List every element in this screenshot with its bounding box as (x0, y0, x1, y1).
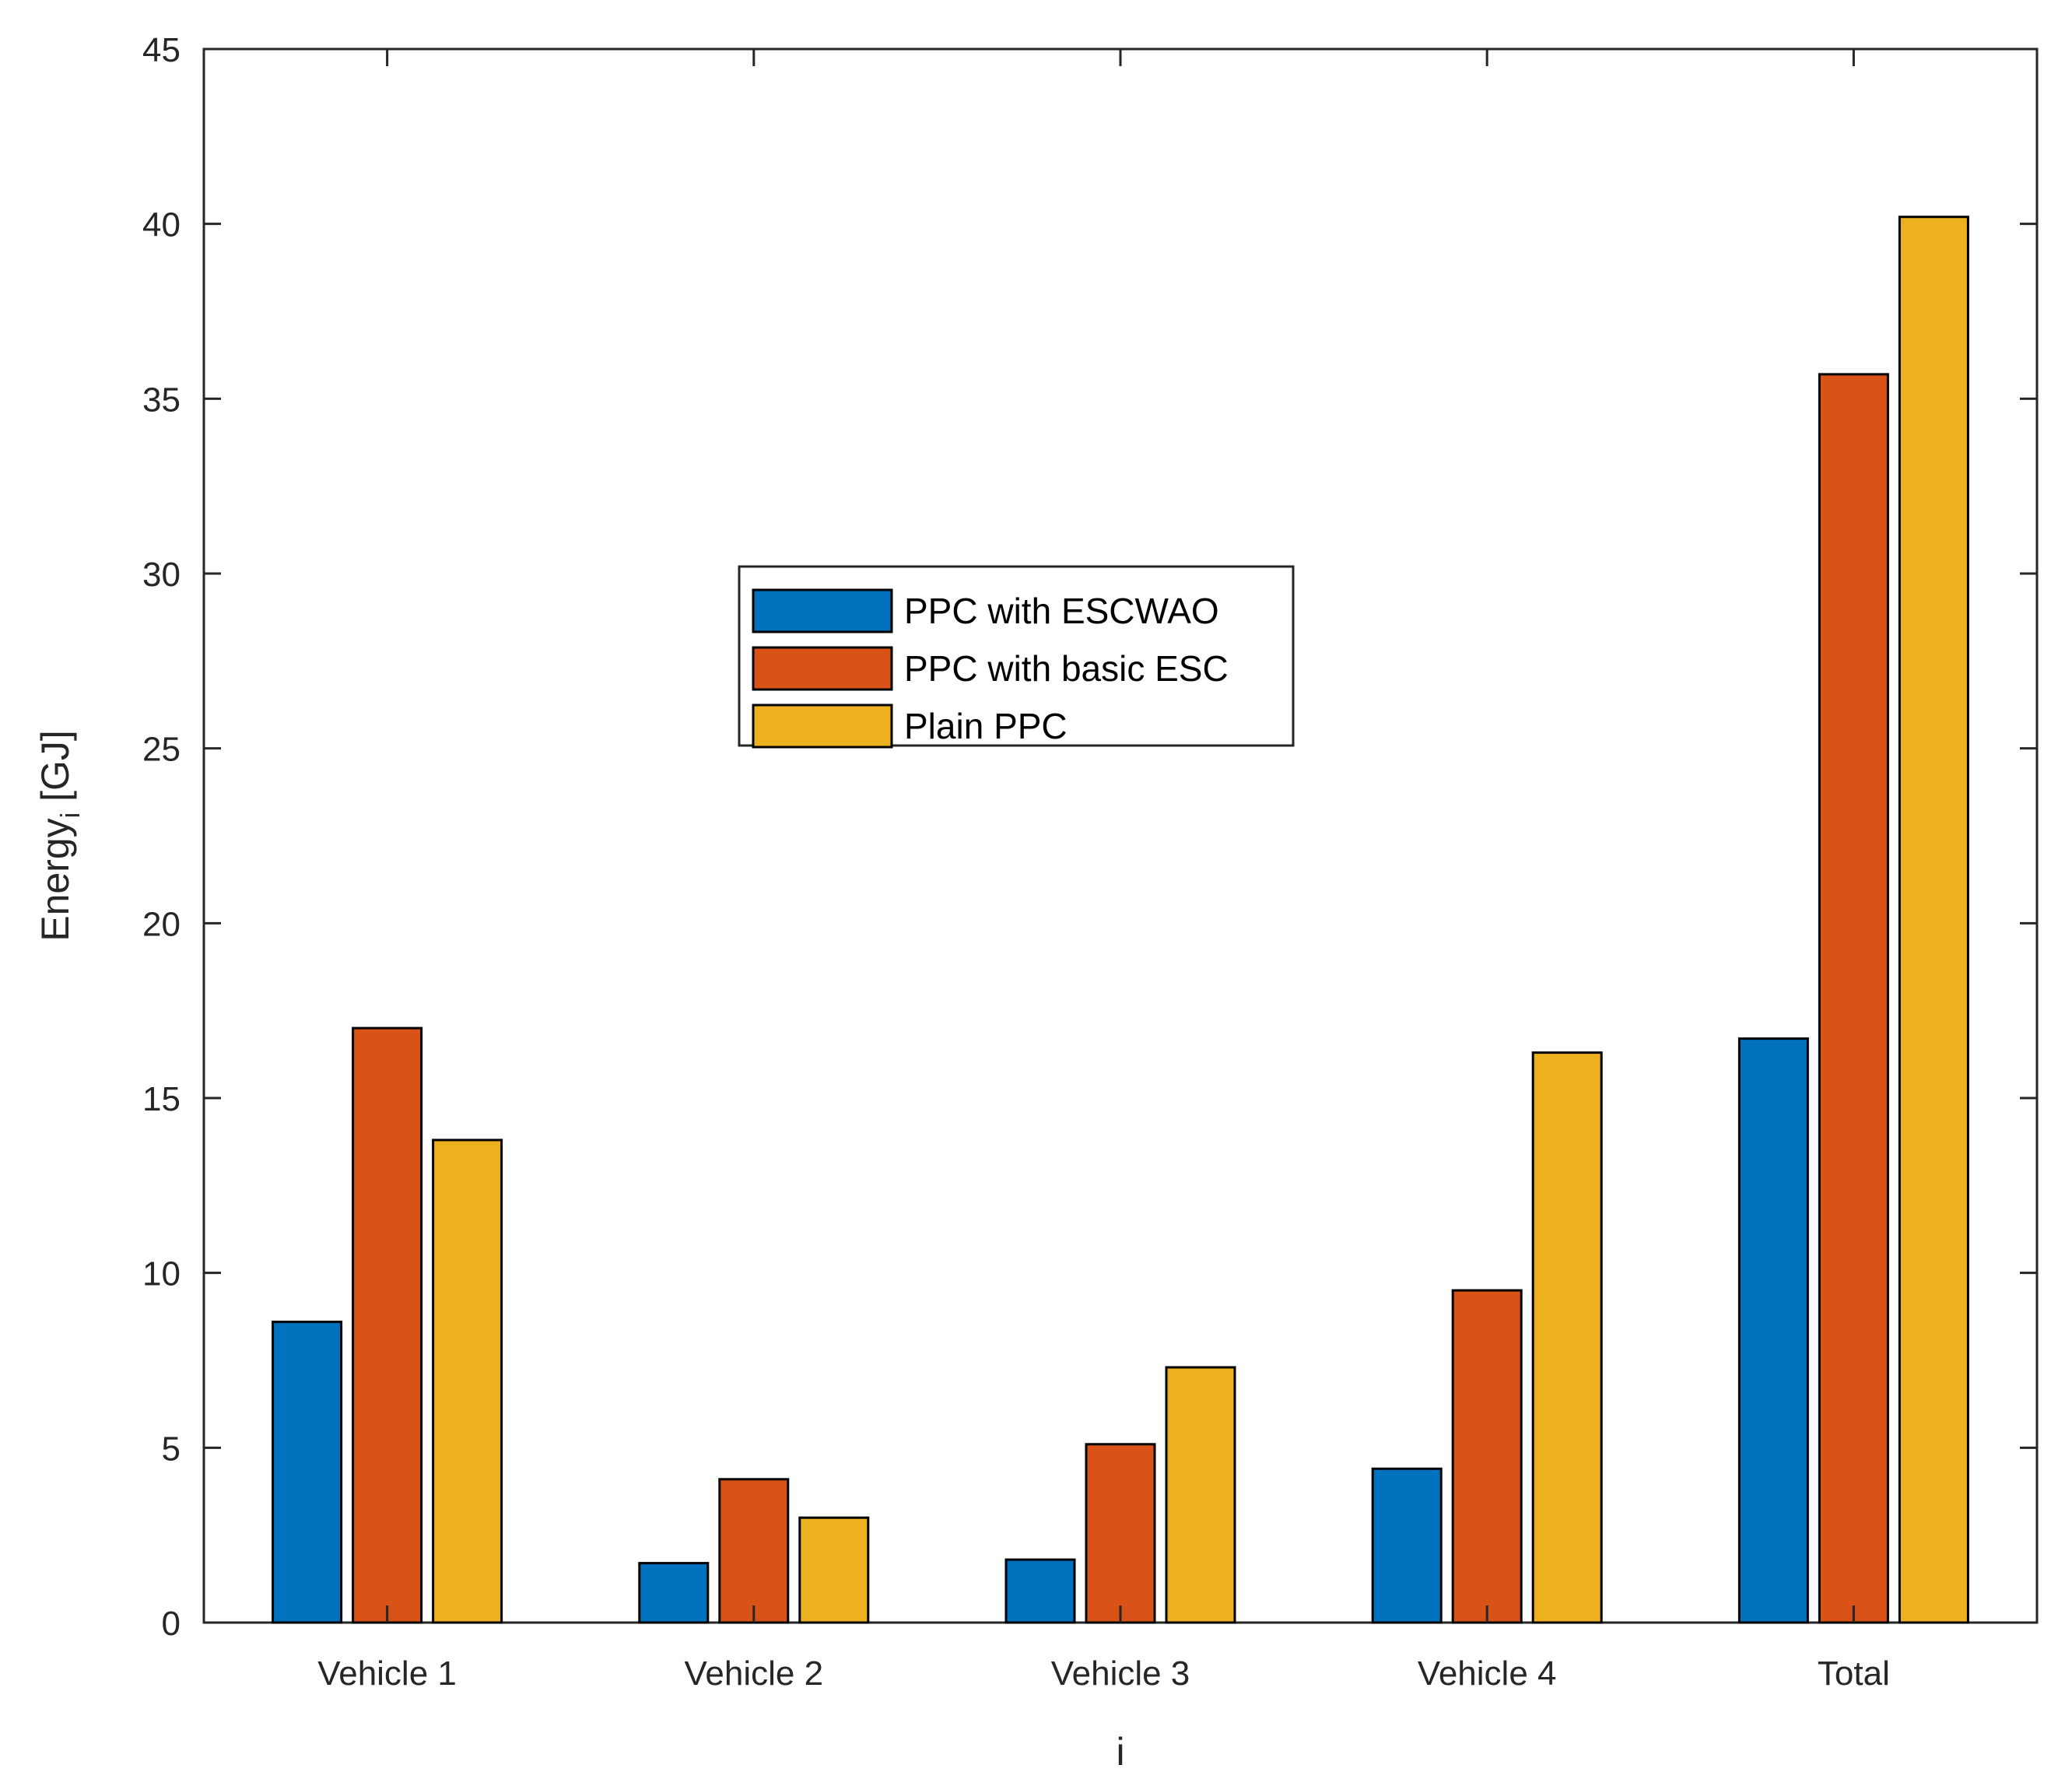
legend-label-2: PPC with basic ESC (904, 648, 1229, 689)
y-tick-label: 45 (142, 31, 181, 69)
y-axis: 0 5 10 15 20 25 30 35 40 45 (142, 31, 2037, 1643)
x-tick-label: Vehicle 1 (317, 1654, 457, 1693)
bar-vehicle-2-series-3 (798, 1516, 870, 1624)
plot-background (204, 49, 2037, 1623)
legend-swatch-3 (752, 704, 893, 749)
bar-vehicle-3-series-1 (1004, 1558, 1076, 1624)
bar-total-series-1 (1737, 1037, 1809, 1624)
x-axis: Vehicle 1 Vehicle 2 Vehicle 3 Vehicle 4 Tota… (317, 49, 1890, 1693)
plot-area (202, 47, 2039, 1624)
legend: PPC with ESCWAO PPC with basic ESC Plain P… (738, 565, 1295, 749)
bar-vehicle-4-series-3 (1531, 1051, 1603, 1624)
y-axis-label-main: Energy (33, 818, 77, 941)
legend-swatch-1 (752, 588, 893, 633)
bar-vehicle-4-series-1 (1371, 1467, 1443, 1624)
y-tick-label: 10 (142, 1255, 181, 1293)
bar-vehicle-1-series-2 (352, 1026, 423, 1624)
x-tick-label: Vehicle 3 (1051, 1654, 1190, 1693)
bar-vehicle-4-series-2 (1451, 1289, 1523, 1624)
x-tick-label: Vehicle 4 (1418, 1654, 1557, 1693)
x-tick-label: Total (1818, 1654, 1890, 1693)
y-axis-label: Energyi [GJ] (33, 730, 86, 942)
legend-label-3: Plain PPC (904, 706, 1068, 746)
bar-vehicle-3-series-2 (1085, 1443, 1156, 1624)
legend-label-1: PPC with ESCWAO (904, 591, 1219, 631)
y-tick-label: 35 (142, 381, 181, 419)
legend-swatch-2 (752, 646, 893, 691)
y-axis-label-subscript: i (56, 812, 86, 819)
bar-total-series-3 (1898, 216, 1969, 1624)
x-tick-label: Vehicle 2 (685, 1654, 824, 1693)
bar-vehicle-1-series-1 (272, 1321, 343, 1624)
bars-group (272, 216, 1969, 1624)
y-tick-label: 5 (162, 1430, 181, 1468)
y-tick-label: 20 (142, 905, 181, 943)
bar-vehicle-3-series-3 (1165, 1366, 1236, 1624)
y-tick-label: 25 (142, 731, 181, 769)
bar-vehicle-2-series-2 (718, 1478, 790, 1624)
y-axis-label-unit: [GJ] (33, 730, 77, 812)
bar-vehicle-2-series-1 (638, 1562, 710, 1624)
x-axis-label: i (1116, 1730, 1124, 1774)
bar-total-series-2 (1818, 373, 1889, 1624)
y-tick-label: 15 (142, 1080, 181, 1118)
y-tick-label: 0 (162, 1605, 181, 1643)
bar-vehicle-1-series-3 (432, 1139, 503, 1624)
y-tick-label: 30 (142, 556, 181, 594)
y-tick-label: 40 (142, 206, 181, 244)
